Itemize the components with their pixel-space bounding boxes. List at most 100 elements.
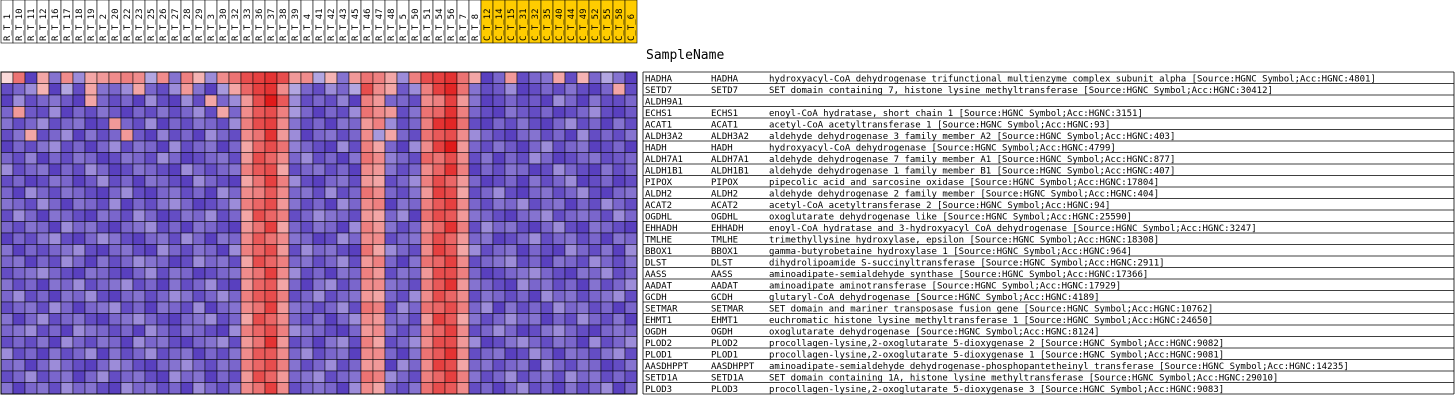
heatmap-cell — [168, 324, 182, 337]
gene-description: aldehyde dehydrogenase 3 family member A… — [769, 132, 1175, 142]
heatmap-cell — [612, 117, 626, 130]
heatmap-cell — [264, 186, 278, 199]
heatmap-cell — [108, 198, 122, 211]
heatmap-cell — [144, 198, 158, 211]
sample-label-r-t-43: R_T_43 — [339, 8, 349, 41]
sample-label-r-t-16: R_T_16 — [51, 8, 61, 41]
heatmap-cell — [216, 106, 230, 119]
heatmap-cell — [468, 175, 482, 188]
heatmap-cell — [420, 94, 434, 107]
heatmap-cell — [588, 278, 602, 291]
heatmap-cell — [312, 313, 326, 326]
heatmap-cell — [72, 94, 86, 107]
heatmap-cell — [264, 267, 278, 280]
heatmap-cell — [12, 347, 26, 360]
heatmap-cell — [0, 186, 14, 199]
heatmap-cell — [588, 94, 602, 107]
heatmap-cell — [0, 347, 14, 360]
heatmap-cell — [240, 117, 254, 130]
heatmap-cell — [204, 94, 218, 107]
heatmap-cell — [480, 152, 494, 165]
heatmap-cell — [396, 71, 410, 84]
heatmap-cell — [84, 324, 98, 337]
heatmap-cell — [240, 71, 254, 84]
heatmap-cell — [504, 221, 518, 234]
heatmap-cell — [108, 255, 122, 268]
heatmap-cell — [204, 129, 218, 142]
heatmap-cell — [72, 255, 86, 268]
heatmap-cell — [288, 347, 302, 360]
heatmap-cell — [576, 117, 590, 130]
heatmap-cell — [312, 186, 326, 199]
sample-label-c-t-6: C_T_6 — [627, 14, 637, 41]
heatmap-cell — [516, 244, 530, 257]
heatmap-cell — [492, 94, 506, 107]
heatmap-cell — [60, 106, 74, 119]
heatmap-cell — [456, 382, 470, 395]
heatmap-cell — [360, 347, 374, 360]
heatmap-cell — [132, 313, 146, 326]
heatmap-cell — [576, 255, 590, 268]
heatmap-cell — [0, 152, 14, 165]
heatmap-cell — [456, 324, 470, 337]
heatmap-cell — [360, 244, 374, 257]
heatmap-cell — [156, 336, 170, 349]
heatmap-cell — [96, 140, 110, 153]
heatmap-cell — [180, 71, 194, 84]
heatmap-cell — [588, 140, 602, 153]
heatmap-cell — [396, 106, 410, 119]
heatmap-cell — [396, 232, 410, 245]
heatmap-cell — [540, 267, 554, 280]
heatmap-cell — [432, 232, 446, 245]
heatmap-cell — [324, 83, 338, 96]
heatmap-cell — [168, 209, 182, 222]
heatmap-cell — [312, 347, 326, 360]
sample-label-c-t-49: C_T_49 — [579, 8, 589, 41]
heatmap-cell — [348, 71, 362, 84]
heatmap-cell — [276, 290, 290, 303]
heatmap-cell — [12, 290, 26, 303]
heatmap-cell — [60, 94, 74, 107]
heatmap-cell — [264, 129, 278, 142]
heatmap-cell — [168, 301, 182, 314]
heatmap-cell — [348, 244, 362, 257]
heatmap-cell — [576, 83, 590, 96]
heatmap-cell — [240, 313, 254, 326]
heatmap-cell — [372, 347, 386, 360]
gene-symbol: SETD1A — [645, 374, 678, 384]
heatmap-cell — [36, 117, 50, 130]
heatmap-cell — [396, 382, 410, 395]
heatmap-cell — [156, 255, 170, 268]
heatmap-cell — [588, 163, 602, 176]
heatmap-cell — [84, 140, 98, 153]
heatmap-cell — [84, 117, 98, 130]
heatmap-cell — [72, 163, 86, 176]
heatmap-cell — [240, 301, 254, 314]
heatmap-cell — [360, 370, 374, 383]
heatmap-cell — [600, 129, 614, 142]
sample-label-r-t-2: R_T_2 — [99, 14, 109, 41]
heatmap-cell — [480, 370, 494, 383]
heatmap-cell — [408, 83, 422, 96]
heatmap-cell — [300, 117, 314, 130]
sample-label-c-t-40: C_T_40 — [555, 8, 565, 41]
heatmap-cell — [168, 152, 182, 165]
heatmap-cell — [108, 382, 122, 395]
heatmap-cell — [372, 255, 386, 268]
heatmap-cell — [84, 163, 98, 176]
heatmap-cell — [588, 232, 602, 245]
heatmap-cell — [564, 117, 578, 130]
heatmap-cell — [288, 232, 302, 245]
heatmap-cell — [204, 83, 218, 96]
heatmap-cell — [84, 382, 98, 395]
heatmap-cell — [600, 152, 614, 165]
heatmap-cell — [324, 336, 338, 349]
heatmap-cell — [228, 106, 242, 119]
heatmap-cell — [420, 198, 434, 211]
heatmap-cell — [132, 71, 146, 84]
heatmap-cell — [336, 382, 350, 395]
heatmap-cell — [612, 301, 626, 314]
gene-name: GCDH — [711, 293, 733, 303]
sample-label-r-t-11: R_T_11 — [27, 8, 37, 41]
heatmap-cell — [60, 175, 74, 188]
